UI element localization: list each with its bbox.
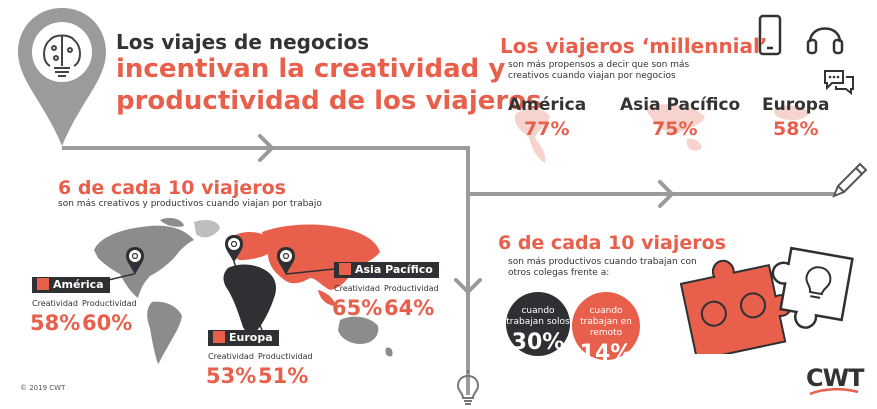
millennial-title: Los viajeros ‘millennial’ (500, 34, 768, 58)
cwt-logo-text: CWT (806, 364, 864, 392)
pin-asia-icon (277, 247, 295, 275)
region-tag-label: Asia Pacífico (355, 263, 433, 276)
cwt-logo: CWT (806, 364, 864, 396)
puzzle-illustration (680, 246, 854, 354)
creative-subtitle: son más creativos y productivos cuando v… (58, 199, 322, 209)
region-marker-icon (339, 263, 351, 275)
america-creatividad-label: Creatividad (32, 299, 78, 308)
region-marker-icon (213, 331, 225, 343)
chat-bubbles-icon (824, 70, 854, 96)
region-tag-label: América (53, 278, 104, 291)
headline-line-2: incentivan la creatividad y (116, 54, 506, 84)
region-tag-label: Europa (229, 331, 273, 344)
logo-swoosh (809, 388, 859, 396)
region-tag-asia: Asia Pacífico (334, 262, 439, 278)
millennial-region-europa: Europa (762, 95, 830, 115)
headline-line-1: Los viajes de negocios (116, 30, 370, 54)
america-productividad-value: 60% (82, 311, 133, 335)
colleagues-title: 6 de cada 10 viajeros (498, 232, 726, 254)
asia-creatividad-value: 65% (332, 296, 383, 320)
creative-title: 6 de cada 10 viajeros (58, 177, 286, 199)
millennial-faint-maps (514, 104, 809, 163)
pin-america-icon (126, 247, 144, 275)
circle-alone-value: 30% (511, 330, 565, 355)
copyright-text: © 2019 CWT (20, 384, 66, 392)
circle-alone: cuando trabajan solos 30% (506, 292, 570, 356)
america-creatividad-value: 58% (30, 311, 81, 335)
region-marker-icon (37, 278, 49, 290)
millennial-value-america: 77% (524, 118, 570, 140)
millennial-subtitle: son más propensos a decir que son más cr… (508, 60, 690, 81)
circle-remote-value: 14% (579, 341, 633, 366)
millennial-value-asia: 75% (652, 118, 698, 140)
headline-line-3: productividad de los viajeros (116, 86, 542, 116)
region-tag-europa: Europa (208, 330, 279, 346)
smartphone-icon (758, 14, 782, 56)
asia-productividad-value: 64% (384, 296, 435, 320)
lightbulb-icon (456, 370, 480, 405)
region-tag-america: América (32, 277, 110, 293)
millennial-value-europa: 58% (773, 118, 819, 140)
millennial-region-america: América (508, 95, 587, 115)
europa-productividad-value: 51% (258, 364, 309, 388)
millennial-region-asia: Asia Pacífico (620, 95, 741, 115)
europa-creatividad-label: Creatividad (208, 352, 254, 361)
europa-creatividad-value: 53% (206, 364, 257, 388)
circle-remote: cuando trabajan en remoto 14% (572, 292, 640, 366)
pin-europa-icon (225, 235, 243, 263)
circle-alone-label: cuando trabajan solos (506, 306, 570, 327)
headphones-icon (806, 27, 844, 55)
circle-remote-label: cuando trabajan en remoto (580, 306, 632, 338)
europa-productividad-label: Productividad (258, 352, 313, 361)
asia-productividad-label: Productividad (384, 284, 439, 293)
asia-creatividad-label: Creatividad (334, 284, 380, 293)
pin-brain-icon (18, 8, 106, 146)
america-productividad-label: Productividad (82, 299, 137, 308)
pencil-icon (832, 162, 868, 198)
colleagues-subtitle: son más productivos cuando trabajan con … (508, 257, 697, 278)
